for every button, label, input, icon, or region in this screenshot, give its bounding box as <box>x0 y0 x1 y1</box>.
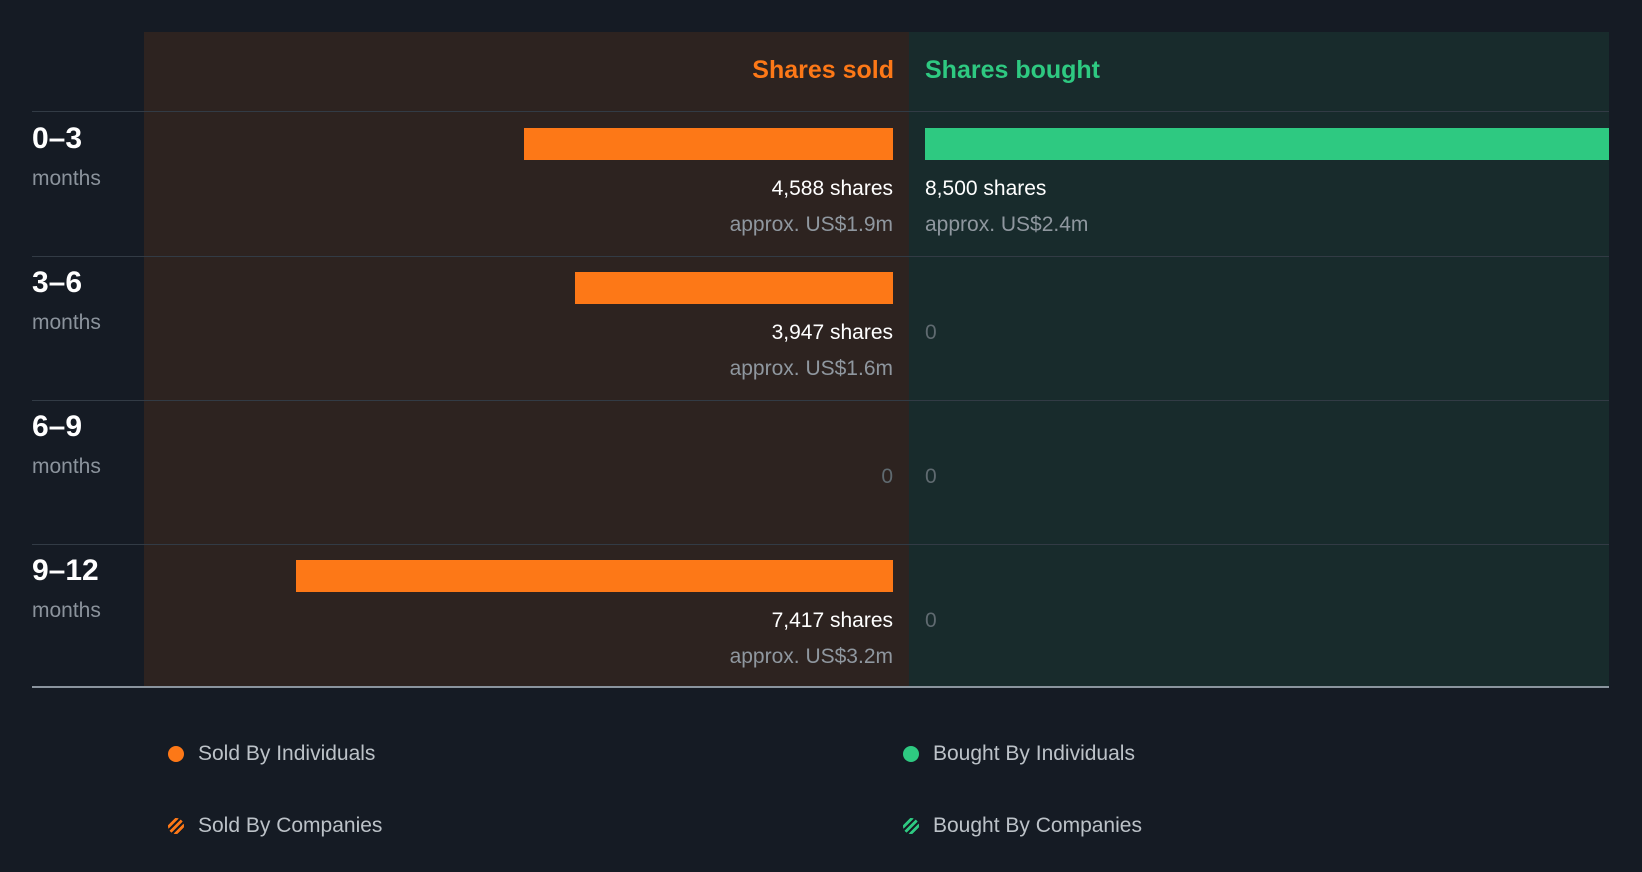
legend-bought-companies[interactable]: Bought By Companies <box>903 814 1142 838</box>
sold-bar[interactable] <box>523 128 893 160</box>
sold-approx-label: approx. US$3.2m <box>729 645 893 668</box>
legend-bought-individuals[interactable]: Bought By Individuals <box>903 742 1135 766</box>
sold-companies-hatch-icon <box>168 818 184 834</box>
period-range: 0–3 <box>32 122 83 155</box>
shares-bought-header: Shares bought <box>925 56 1101 84</box>
row-divider <box>32 256 1609 257</box>
chart-baseline <box>32 686 1609 688</box>
bought-shares-label: 8,500 shares <box>925 177 1047 200</box>
period-range: 9–12 <box>32 554 99 587</box>
shares-sold-header: Shares sold <box>752 56 894 84</box>
period-label-6-9: 6–9 months <box>32 410 101 480</box>
period-unit: months <box>32 311 101 334</box>
period-range: 6–9 <box>32 410 83 443</box>
bought-bar[interactable] <box>925 128 1609 160</box>
sold-shares-label: 3,947 shares <box>771 321 893 344</box>
legend-label: Sold By Companies <box>198 814 383 837</box>
sold-shares-label: 4,588 shares <box>771 177 893 200</box>
row-divider <box>32 544 1609 545</box>
period-label-9-12: 9–12 months <box>32 554 101 624</box>
sold-zero-label: 0 <box>881 465 893 488</box>
period-unit: months <box>32 455 101 478</box>
legend-sold-individuals[interactable]: Sold By Individuals <box>168 742 375 766</box>
bought-individuals-dot-icon <box>903 746 919 762</box>
bought-companies-hatch-icon <box>903 818 919 834</box>
bought-zero-label: 0 <box>925 321 937 344</box>
sold-approx-label: approx. US$1.6m <box>729 357 893 380</box>
period-label-0-3: 0–3 months <box>32 122 101 192</box>
sold-shares-label: 7,417 shares <box>771 609 893 632</box>
period-unit: months <box>32 167 101 190</box>
row-divider <box>32 400 1609 401</box>
bought-zero-label: 0 <box>925 609 937 632</box>
sold-approx-label: approx. US$1.9m <box>729 213 893 236</box>
sold-individuals-dot-icon <box>168 746 184 762</box>
row-divider <box>32 111 1609 112</box>
legend-sold-companies[interactable]: Sold By Companies <box>168 814 382 838</box>
bought-approx-label: approx. US$2.4m <box>925 213 1089 236</box>
sold-bar[interactable] <box>575 272 893 304</box>
legend-label: Sold By Individuals <box>198 742 376 765</box>
legend-label: Bought By Companies <box>933 814 1142 837</box>
bought-zero-label: 0 <box>925 465 937 488</box>
period-range: 3–6 <box>32 266 83 299</box>
period-unit: months <box>32 599 101 622</box>
sold-bar[interactable] <box>296 560 893 592</box>
legend-label: Bought By Individuals <box>933 742 1135 765</box>
period-label-3-6: 3–6 months <box>32 266 101 336</box>
